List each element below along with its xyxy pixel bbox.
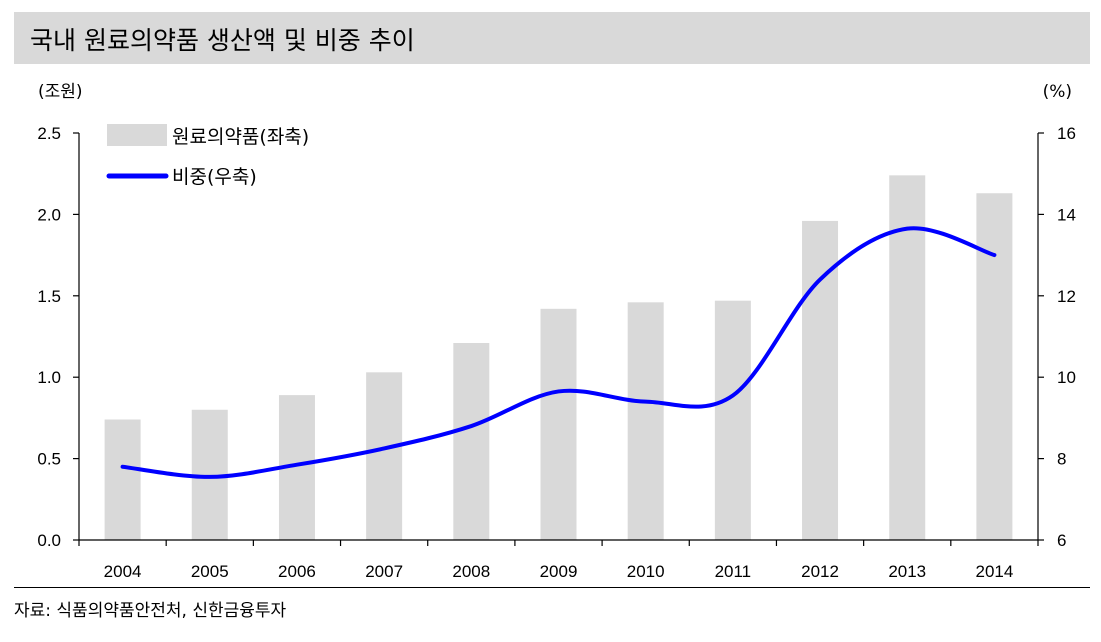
left-tick-label: 0.0 <box>37 531 61 550</box>
x-tick-label: 2009 <box>540 562 578 581</box>
legend-bar-swatch <box>107 124 167 146</box>
bar-2013 <box>889 175 926 540</box>
left-tick-label: 1.5 <box>37 287 61 306</box>
source-note: 자료: 식품의약품안전처, 신한금융투자 <box>14 601 287 621</box>
bar-2011 <box>714 300 751 540</box>
x-tick-label: 2004 <box>104 562 142 581</box>
bar-2004 <box>104 419 141 540</box>
x-tick-label: 2005 <box>191 562 229 581</box>
left-tick-label: 2.0 <box>37 205 61 224</box>
legend-bar-label: 원료의약품(좌축) <box>172 126 309 148</box>
right-tick-label: 8 <box>1057 450 1066 469</box>
left-tick-label: 0.5 <box>37 450 61 469</box>
x-tick-label: 2012 <box>801 562 839 581</box>
right-tick-label: 10 <box>1057 368 1076 387</box>
share-line <box>120 226 997 479</box>
title-bar: 국내 원료의약품 생산액 및 비중 추이 <box>14 12 1090 64</box>
left-axis-unit: (조원) <box>38 82 83 102</box>
bar-2007 <box>366 372 403 540</box>
right-tick-label: 12 <box>1057 287 1076 306</box>
right-axis-unit: (%) <box>1043 82 1072 102</box>
footer-divider <box>14 587 1090 588</box>
x-tick-label: 2011 <box>715 562 752 581</box>
x-tick-label: 2006 <box>278 562 316 581</box>
right-tick-label: 14 <box>1057 205 1076 224</box>
chart-title: 국내 원료의약품 생산액 및 비중 추이 <box>30 26 415 55</box>
left-tick-label: 2.5 <box>37 124 61 143</box>
bar-2010 <box>627 302 664 540</box>
bar-2012 <box>802 220 839 541</box>
right-tick-label: 16 <box>1057 124 1076 143</box>
x-tick-label: 2014 <box>975 562 1013 581</box>
x-tick-label: 2013 <box>888 562 926 581</box>
right-tick-label: 6 <box>1057 531 1066 550</box>
x-tick-label: 2007 <box>365 562 403 581</box>
bar-2014 <box>976 193 1013 540</box>
legend-line-label: 비중(우축) <box>172 166 257 188</box>
bar-2008 <box>453 343 490 540</box>
bar-2009 <box>540 308 577 540</box>
left-tick-label: 1.0 <box>37 368 61 387</box>
x-tick-label: 2010 <box>627 562 665 581</box>
x-tick-label: 2008 <box>452 562 490 581</box>
